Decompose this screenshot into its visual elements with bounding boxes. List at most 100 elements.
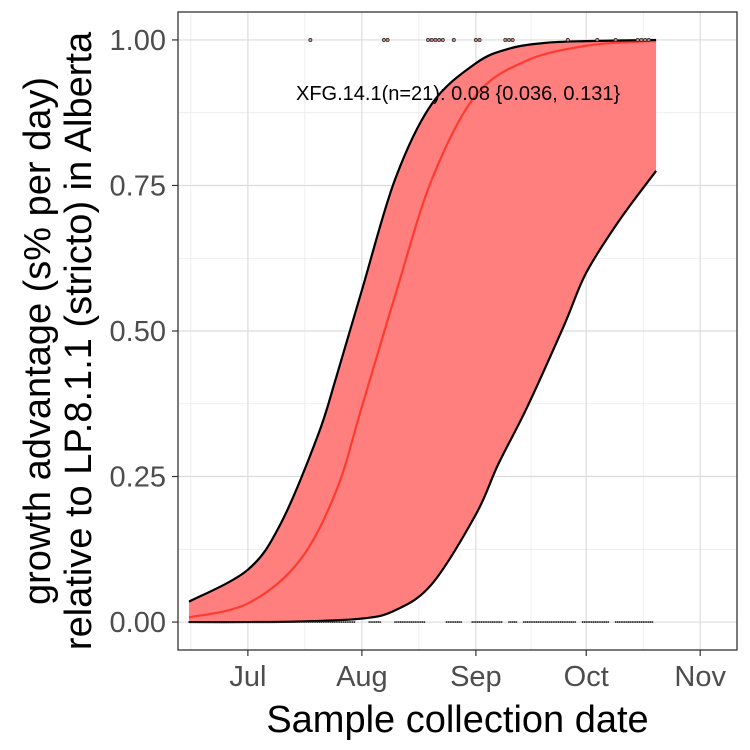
observation-point-bottom	[204, 621, 207, 623]
observation-point-bottom	[414, 621, 417, 623]
observation-point-bottom	[394, 621, 396, 623]
observation-point-top	[507, 37, 511, 42]
observation-point-bottom	[399, 621, 402, 623]
observation-point-bottom	[300, 621, 303, 623]
observation-point-bottom	[353, 621, 356, 623]
observation-point-bottom	[642, 621, 645, 623]
observation-point-bottom	[526, 621, 529, 623]
observation-point-bottom	[486, 621, 488, 623]
observation-point-bottom	[605, 621, 608, 623]
observation-point-bottom	[530, 621, 532, 623]
observation-point-bottom	[327, 621, 330, 623]
observation-point-bottom	[215, 621, 218, 623]
observation-point-bottom	[307, 621, 310, 623]
observation-point-bottom	[561, 621, 564, 623]
x-tick-label: Sep	[450, 661, 502, 693]
observation-point-bottom	[563, 621, 566, 623]
observation-point-bottom	[618, 621, 621, 623]
observation-point-bottom	[289, 621, 292, 623]
observation-point-bottom	[197, 621, 200, 623]
observation-point-bottom	[206, 621, 209, 623]
observation-point-bottom	[272, 621, 275, 623]
observation-point-bottom	[285, 621, 288, 623]
observation-point-bottom	[627, 621, 630, 623]
observation-point-top	[643, 37, 648, 42]
observation-point-bottom	[212, 621, 214, 623]
observation-point-bottom	[329, 621, 332, 623]
observation-point-bottom	[581, 621, 584, 623]
observation-point-bottom	[559, 621, 562, 623]
x-tick-label: Aug	[336, 661, 388, 693]
observation-point-bottom	[246, 621, 249, 623]
observation-point-top	[385, 37, 390, 42]
observation-point-bottom	[213, 621, 216, 623]
observation-point-bottom	[224, 621, 227, 623]
observation-point-bottom	[338, 621, 341, 623]
y-tick-label: 1.00	[110, 25, 166, 57]
observation-point-bottom	[645, 621, 648, 623]
observation-point-bottom	[276, 621, 279, 623]
observation-point-top	[473, 37, 478, 42]
observation-point-bottom	[638, 621, 641, 623]
observation-point-bottom	[445, 621, 448, 623]
observation-point-bottom	[408, 621, 411, 623]
observation-point-bottom	[258, 621, 260, 623]
y-tick-label: 0.00	[110, 607, 166, 639]
observation-point-bottom	[248, 621, 251, 623]
observation-point-bottom	[513, 621, 516, 623]
observation-point-bottom	[296, 621, 299, 623]
observation-point-bottom	[484, 621, 486, 623]
observation-point-bottom	[245, 621, 247, 623]
observation-point-top	[433, 37, 438, 42]
observation-point-bottom	[633, 621, 635, 623]
observation-point-bottom	[346, 621, 349, 623]
observation-point-bottom	[452, 621, 455, 623]
observation-point-bottom	[344, 621, 347, 623]
observation-point-bottom	[237, 621, 240, 623]
observation-point-bottom	[252, 621, 255, 623]
observation-point-top	[503, 37, 508, 42]
observation-point-bottom	[522, 621, 525, 623]
observation-point-bottom	[515, 621, 518, 623]
observation-point-bottom	[351, 621, 354, 623]
growth-advantage-annotation: XFG.14.1(n=21): 0.08 {0.036, 0.131}	[296, 83, 620, 105]
observation-point-bottom	[256, 621, 258, 623]
observation-point-bottom	[649, 621, 652, 623]
observation-point-bottom	[254, 621, 257, 623]
observation-point-bottom	[193, 621, 196, 623]
observation-point-bottom	[294, 621, 297, 623]
observation-point-bottom	[377, 621, 380, 623]
observation-point-bottom	[230, 621, 233, 623]
observation-point-bottom	[456, 621, 459, 623]
observation-point-bottom	[311, 621, 314, 623]
observation-point-top	[646, 37, 651, 42]
observation-point-bottom	[640, 621, 643, 623]
observation-point-bottom	[528, 621, 531, 623]
observation-point-top	[613, 37, 618, 42]
observation-point-bottom	[596, 621, 599, 623]
observation-point-bottom	[557, 621, 560, 623]
observation-point-bottom	[303, 621, 306, 623]
observation-point-bottom	[489, 621, 492, 623]
observation-point-bottom	[631, 621, 634, 623]
observation-point-bottom	[508, 621, 510, 623]
observation-point-bottom	[263, 621, 266, 623]
observation-point-bottom	[647, 621, 650, 623]
observation-point-bottom	[447, 621, 450, 623]
observation-point-bottom	[412, 621, 415, 623]
observation-point-bottom	[500, 621, 503, 623]
observation-point-bottom	[603, 621, 606, 623]
observation-point-bottom	[482, 621, 485, 623]
observation-point-bottom	[600, 621, 602, 623]
observation-point-bottom	[594, 621, 597, 623]
observation-point-bottom	[309, 621, 312, 623]
observation-point-bottom	[623, 621, 626, 623]
observation-point-bottom	[616, 621, 619, 623]
observation-point-bottom	[555, 621, 558, 623]
observation-point-bottom	[493, 621, 496, 623]
observation-point-bottom	[583, 621, 586, 623]
observation-point-bottom	[497, 621, 499, 623]
observation-point-bottom	[406, 621, 409, 623]
observation-point-bottom	[202, 621, 205, 623]
observation-point-bottom	[460, 621, 463, 623]
